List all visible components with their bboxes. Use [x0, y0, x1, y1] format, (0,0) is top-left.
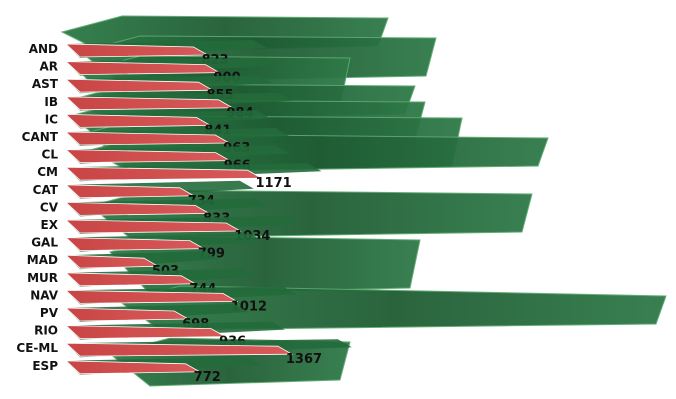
category-label: RIO: [34, 324, 58, 338]
bar-esp: [64, 360, 202, 375]
bar-ic: [64, 113, 212, 128]
category-label: CL: [42, 148, 59, 162]
bar-cm: [64, 166, 263, 181]
category-label: GAL: [31, 236, 58, 250]
category-label: CANT: [22, 130, 59, 144]
category-label: NAV: [30, 288, 59, 302]
category-label: AST: [32, 77, 59, 91]
bar-mur: [64, 272, 197, 287]
category-label: CM: [37, 165, 58, 179]
bar-ar: [64, 61, 221, 76]
category-label: ESP: [32, 359, 58, 373]
bar-cat: [64, 184, 196, 199]
category-label: IB: [44, 95, 58, 109]
bar-ast: [64, 78, 214, 93]
bar-cant: [64, 131, 231, 146]
bar-cv: [64, 201, 211, 216]
category-label: EX: [41, 218, 59, 232]
category-label: AND: [29, 42, 58, 56]
bar-ce-ml: [64, 342, 294, 357]
bar-and: [64, 43, 210, 58]
category-label: PV: [40, 306, 59, 320]
bar-ex: [64, 219, 242, 234]
category-label: IC: [45, 112, 58, 126]
category-label: MAD: [27, 253, 58, 267]
category-label: CAT: [33, 183, 59, 197]
bar-rio: [64, 325, 227, 340]
bar-cl: [64, 149, 232, 164]
bar-ib: [64, 96, 234, 111]
chart-layers: AND823AR900AST855IB984IC841CANT963CL966C…: [16, 15, 667, 387]
bar-gal: [64, 237, 206, 252]
category-label: AR: [39, 60, 58, 74]
value-label: 1171: [256, 176, 292, 191]
value-label: 1367: [286, 352, 322, 367]
bar-pv: [64, 307, 190, 322]
category-label: CE-ML: [16, 341, 58, 355]
bar-nav: [64, 289, 239, 304]
category-label: CV: [40, 200, 59, 214]
value-label: 772: [194, 370, 221, 385]
category-label: MUR: [27, 271, 58, 285]
bar-mad: [64, 254, 160, 269]
